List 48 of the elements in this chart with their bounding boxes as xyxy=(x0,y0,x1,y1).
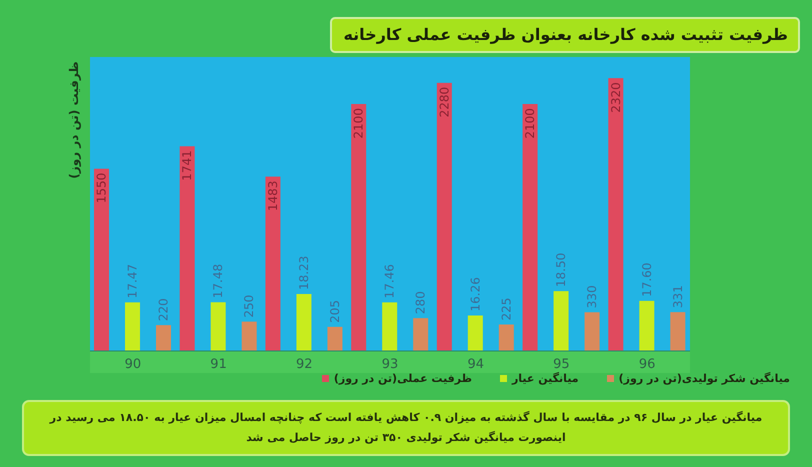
bar xyxy=(522,104,538,351)
data-label: 18.23 xyxy=(296,256,311,290)
x-tick-label: 94 xyxy=(467,357,484,372)
bar xyxy=(608,78,624,351)
bar xyxy=(584,312,600,351)
data-label: 2100 xyxy=(352,108,366,139)
data-label: 17.46 xyxy=(382,264,397,298)
bar xyxy=(670,312,686,351)
data-label: 220 xyxy=(156,298,170,322)
bar xyxy=(265,176,280,351)
data-label: 250 xyxy=(242,294,256,318)
x-tick-label: 93 xyxy=(382,357,398,372)
data-label: 17.48 xyxy=(211,264,226,298)
bar xyxy=(242,322,257,351)
data-label: 205 xyxy=(328,300,342,323)
data-label: 1550 xyxy=(94,172,108,204)
data-label: 16.26 xyxy=(468,277,482,312)
bar xyxy=(180,146,195,351)
data-label: 2280 xyxy=(437,86,452,118)
x-tick-label: 91 xyxy=(210,357,227,372)
data-label: 280 xyxy=(414,291,428,314)
bar xyxy=(436,82,452,351)
data-label: 18.50 xyxy=(554,252,568,288)
bar xyxy=(498,324,514,351)
x-tick-label: 95 xyxy=(553,357,570,372)
bar xyxy=(327,326,342,351)
x-tick-label: 92 xyxy=(296,357,313,372)
legend-label: میانگین شکر تولیدی(تن در روز) xyxy=(618,372,790,385)
data-label: 225 xyxy=(499,298,514,321)
data-label: 1483 xyxy=(266,180,280,212)
bar xyxy=(413,318,428,351)
legend-label: ظرفیت عملی(تن در روز) xyxy=(334,372,472,385)
bar xyxy=(156,325,171,351)
data-label: 17.60 xyxy=(640,262,654,297)
data-label: 331 xyxy=(670,285,685,308)
chart-title: ظرفیت تثبیت شده کارخانه بعنوان ظرفیت عملی کارخانه xyxy=(330,17,800,53)
text: میانگین عیار در سال ۹۶ در مقایسه با سال گذشته به میزان ۰.۹ کاهش یافته است که چنانچه امسال میزان عیار به ۱۸.۵۰ می رسید در اینصورت میانگین شکر تولیدی ۳۵۰ تن در روز حاصل می شد xyxy=(22,400,790,456)
x-tick-label: 90 xyxy=(124,357,142,372)
bar xyxy=(94,168,109,351)
data-label: 17.47 xyxy=(126,264,140,298)
bar xyxy=(351,104,366,351)
data-label: 2320 xyxy=(608,82,623,113)
x-tick-label: 96 xyxy=(638,357,656,372)
data-label: 2100 xyxy=(523,108,538,139)
y-axis-title: ظرفیت (تن در روز) xyxy=(67,61,81,179)
data-label: 1741 xyxy=(180,150,194,181)
legend-label: میانگین عیار xyxy=(512,372,579,385)
data-label: 330 xyxy=(585,285,600,308)
